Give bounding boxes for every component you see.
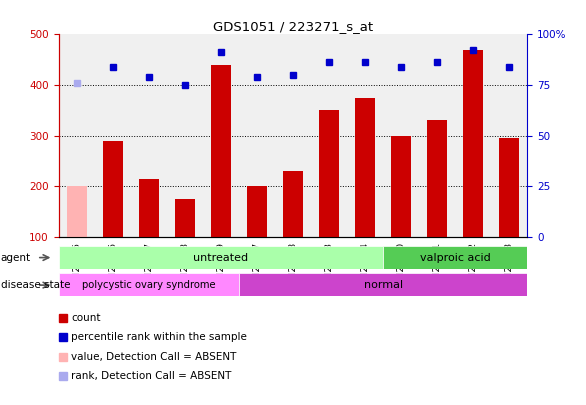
- Bar: [211, 65, 231, 237]
- Bar: [355, 98, 375, 237]
- Bar: [499, 138, 519, 237]
- Bar: [319, 111, 339, 237]
- Text: valproic acid: valproic acid: [420, 253, 490, 262]
- Bar: [59, 246, 383, 269]
- Text: disease state: disease state: [1, 280, 70, 290]
- Text: agent: agent: [1, 253, 30, 262]
- Text: rank, Detection Call = ABSENT: rank, Detection Call = ABSENT: [71, 371, 232, 381]
- Bar: [464, 50, 483, 237]
- Bar: [139, 179, 159, 237]
- Text: count: count: [71, 313, 101, 323]
- Title: GDS1051 / 223271_s_at: GDS1051 / 223271_s_at: [213, 20, 373, 33]
- Bar: [239, 273, 527, 296]
- Text: percentile rank within the sample: percentile rank within the sample: [71, 333, 247, 342]
- Bar: [427, 121, 447, 237]
- Text: polycystic ovary syndrome: polycystic ovary syndrome: [82, 280, 216, 290]
- Bar: [247, 186, 267, 237]
- Bar: [391, 136, 411, 237]
- Text: untreated: untreated: [193, 253, 248, 262]
- Bar: [103, 141, 122, 237]
- Bar: [283, 171, 303, 237]
- Bar: [383, 246, 527, 269]
- Text: normal: normal: [363, 280, 403, 290]
- Bar: [67, 186, 87, 237]
- Bar: [59, 273, 239, 296]
- Bar: [175, 199, 195, 237]
- Text: value, Detection Call = ABSENT: value, Detection Call = ABSENT: [71, 352, 237, 362]
